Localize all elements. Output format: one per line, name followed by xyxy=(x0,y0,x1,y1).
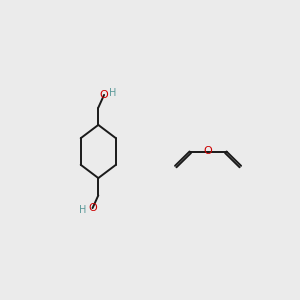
Text: O: O xyxy=(100,90,109,100)
Text: O: O xyxy=(204,146,212,157)
Text: H: H xyxy=(109,88,117,98)
Text: H: H xyxy=(79,206,86,215)
Text: O: O xyxy=(88,203,97,213)
